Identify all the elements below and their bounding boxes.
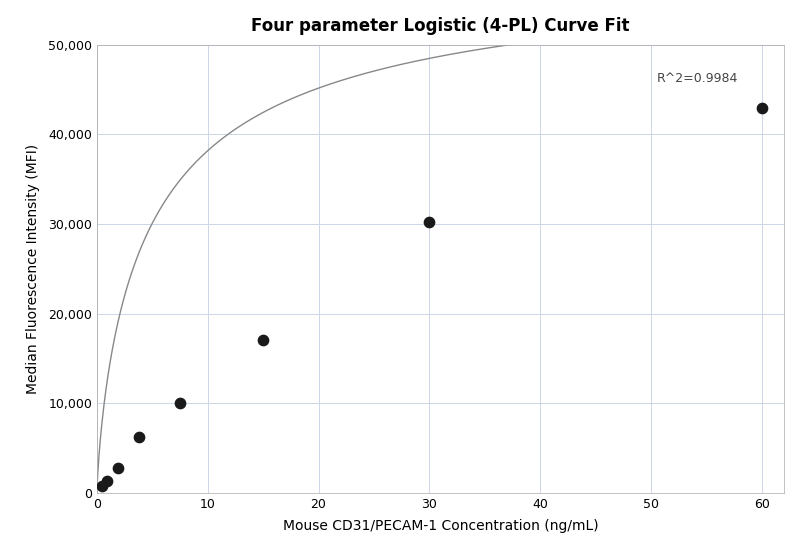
- Point: [755, 103, 768, 112]
- X-axis label: Mouse CD31/PECAM-1 Concentration (ng/mL): Mouse CD31/PECAM-1 Concentration (ng/mL): [283, 519, 598, 533]
- Point: [112, 463, 124, 472]
- Point: [174, 399, 187, 408]
- Title: Four parameter Logistic (4-PL) Curve Fit: Four parameter Logistic (4-PL) Curve Fit: [251, 17, 629, 35]
- Point: [132, 433, 145, 442]
- Text: R^2=0.9984: R^2=0.9984: [656, 72, 738, 85]
- Point: [257, 336, 270, 345]
- Y-axis label: Median Fluorescence Intensity (MFI): Median Fluorescence Intensity (MFI): [26, 144, 40, 394]
- Point: [101, 477, 114, 486]
- Point: [423, 218, 436, 227]
- Point: [95, 481, 108, 490]
